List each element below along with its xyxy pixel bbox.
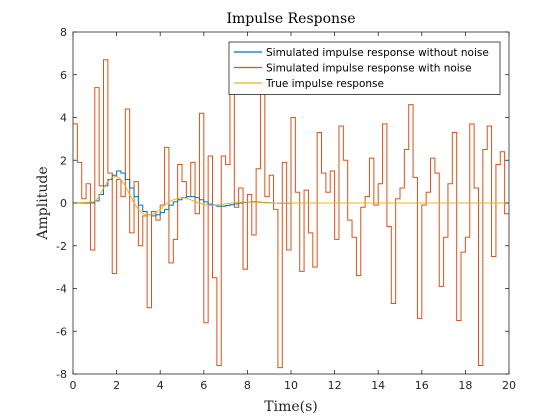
x-axis-label: Time(s): [264, 399, 317, 415]
x-tick-label: 20: [502, 379, 516, 392]
legend-label-1: Simulated impulse response without noise: [266, 47, 489, 59]
legend-box: [228, 41, 501, 95]
series-line-3: [72, 175, 509, 216]
y-axis-label: Amplitude: [35, 166, 51, 240]
ticks-layer: 0 2 4 6 8 10 12 14 16 18 20 -8 -6 -4 -2 0 2 4 6 8: [56, 26, 516, 392]
y-tick-label: 8: [60, 26, 67, 39]
legend: Simulated impulse response without noise…: [228, 41, 501, 95]
y-tick-label: -4: [56, 283, 67, 296]
x-tick-label: 10: [284, 379, 298, 392]
y-tick-label: 2: [60, 154, 67, 167]
legend-label-3: True impulse response: [265, 78, 384, 90]
series-line-2: [73, 59, 509, 369]
y-tick-label: 4: [60, 112, 67, 125]
x-tick-label: 12: [328, 379, 342, 392]
x-tick-label: 8: [244, 379, 251, 392]
y-tick-label: 6: [60, 69, 67, 82]
y-tick-label: -2: [56, 240, 67, 253]
x-tick-label: 16: [415, 379, 429, 392]
x-tick-label: 2: [113, 379, 120, 392]
y-tick-label: -8: [56, 368, 67, 381]
legend-label-2: Simulated impulse response with noise: [266, 63, 472, 75]
x-tick-label: 18: [458, 379, 472, 392]
x-tick-label: 0: [70, 379, 77, 392]
x-tick-label: 6: [200, 379, 207, 392]
x-tick-label: 4: [157, 379, 164, 392]
x-tick-label: 14: [371, 379, 385, 392]
series-layer: [72, 59, 509, 369]
y-tick-label: 0: [60, 197, 67, 210]
chart-title: Impulse Response: [226, 11, 355, 27]
y-tick-label: -6: [56, 325, 67, 338]
